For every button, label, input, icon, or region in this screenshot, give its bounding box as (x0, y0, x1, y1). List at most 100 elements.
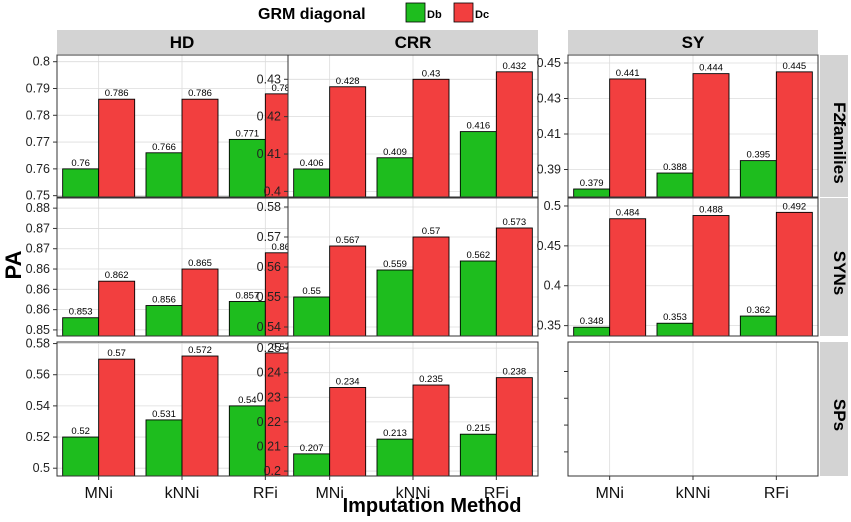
panel-crr-syns: 0.54 0.55 0.56 0.57 0.58 0.55 0.559 0.562 0.567 0… (257, 197, 539, 337)
bar-db-rfi (739, 160, 777, 198)
y-tick-label: 0.87 (26, 221, 50, 235)
bar-dc-knni (181, 98, 219, 198)
bar-db-rfi (459, 131, 497, 198)
y-tick-label: 0.41 (257, 147, 281, 161)
x-tick-label-mni: MNi (84, 485, 112, 502)
panel-hd-syns: 0.85 0.86 0.86 0.86 0.87 0.87 0.88 0.853 0.856 0.… (26, 197, 308, 337)
y-tick-label: 0.86 (26, 282, 50, 296)
data-label-dc-mni: 0.57 (107, 348, 126, 359)
y-tick-label: 0.23 (257, 390, 281, 404)
data-label-db-rfi: 0.54 (238, 395, 257, 406)
data-label-dc-mni: 0.567 (336, 235, 360, 246)
row-strip-label: families (830, 120, 849, 183)
bar-db-mni (62, 317, 100, 337)
panel-border (287, 197, 539, 337)
bar-db-mni (293, 168, 331, 198)
row-strip-syns: SYNs (820, 198, 849, 336)
bar-db-knni (656, 172, 694, 198)
bar-dc-rfi (775, 211, 813, 337)
data-label-db-knni: 0.559 (383, 259, 407, 270)
data-label-db-mni: 0.348 (580, 316, 604, 327)
bar-dc-knni (412, 384, 450, 477)
data-label-dc-mni: 0.862 (105, 270, 129, 281)
panel-crr-sps: 0.2 0.21 0.22 0.23 0.24 0.25 0.207 0.213 0.215 0.… (257, 341, 539, 502)
bar-dc-mni (98, 358, 136, 477)
data-label-db-knni: 0.409 (383, 147, 407, 158)
y-tick-label: 0.41 (537, 127, 561, 141)
y-tick-label: 0.56 (257, 260, 281, 274)
x-tick-label-knni: kNNi (165, 485, 200, 502)
bar-dc-mni (609, 218, 647, 337)
x-tick-label-rfi: RFi (253, 485, 278, 502)
bar-db-mni (293, 296, 331, 337)
data-label-db-knni: 0.531 (152, 409, 176, 420)
bar-dc-mni (98, 280, 136, 337)
column-strip-crr: CRR (288, 30, 538, 54)
bar-dc-rfi (495, 227, 533, 337)
bar-dc-mni (98, 98, 136, 198)
bar-db-mni (573, 188, 611, 198)
bar-db-rfi (228, 301, 266, 337)
y-tick-label: 0.79 (26, 81, 50, 95)
bar-dc-knni (692, 215, 730, 337)
data-label-db-mni: 0.207 (300, 443, 324, 454)
legend-label-dc: Dc (475, 9, 489, 21)
y-tick-label: 0.45 (537, 239, 561, 253)
bar-dc-mni (329, 245, 367, 337)
bar-dc-knni (181, 268, 219, 337)
data-label-db-knni: 0.353 (663, 312, 687, 323)
y-tick-label: 0.75 (26, 189, 50, 203)
data-label-dc-rfi: 0.492 (782, 201, 806, 212)
data-label-dc-rfi: 0.574 (271, 342, 295, 353)
row-strip-sps: SPs (820, 342, 849, 476)
y-tick-label: 0.85 (26, 323, 50, 337)
bar-dc-mni (329, 86, 367, 198)
x-tick-label-mni: MNi (315, 485, 343, 502)
y-tick-label: 0.78 (26, 108, 50, 122)
bar-db-mni (293, 453, 331, 477)
panel-border (287, 54, 539, 198)
y-tick-label: 0.57 (257, 230, 281, 244)
y-axis-title: PA (1, 250, 26, 279)
data-label-dc-rfi: 0.788 (271, 83, 295, 94)
y-tick-label: 0.25 (257, 341, 281, 355)
x-tick-label-knni: kNNi (676, 485, 711, 502)
data-label-dc-knni: 0.444 (699, 63, 723, 74)
data-label-dc-knni: 0.235 (419, 374, 443, 385)
bar-dc-knni (412, 78, 450, 198)
column-strip-label: SY (682, 33, 705, 52)
y-tick-label: 0.76 (26, 162, 50, 176)
panel-border (567, 54, 819, 198)
y-tick-label: 0.21 (257, 439, 281, 453)
bar-dc-knni (412, 236, 450, 337)
legend-swatch-db (405, 2, 426, 23)
data-label-dc-knni: 0.786 (188, 88, 212, 99)
data-label-dc-rfi: 0.238 (502, 367, 526, 378)
y-tick-label: 0.54 (26, 399, 50, 413)
data-label-db-knni: 0.766 (152, 142, 176, 153)
column-strip-bg (568, 30, 818, 54)
y-tick-label: 0.88 (26, 201, 50, 215)
row-strip-bg (820, 55, 848, 197)
data-label-dc-rfi: 0.869 (271, 242, 295, 253)
bar-db-knni (376, 438, 414, 477)
data-label-db-mni: 0.55 (302, 286, 321, 297)
bar-db-knni (145, 152, 183, 198)
y-tick-label: 0.54 (257, 320, 281, 334)
data-label-db-mni: 0.76 (71, 158, 90, 169)
bar-db-rfi (459, 260, 497, 337)
bar-dc-rfi (495, 71, 533, 198)
y-tick-label: 0.4 (544, 279, 561, 293)
data-label-dc-knni: 0.488 (699, 205, 723, 216)
bar-db-rfi (739, 315, 777, 337)
bar-db-knni (145, 305, 183, 337)
y-tick-label: 0.56 (26, 368, 50, 382)
bar-dc-knni (181, 355, 219, 477)
data-label-dc-rfi: 0.573 (502, 217, 526, 228)
data-label-db-rfi: 0.395 (746, 150, 770, 161)
data-label-dc-mni: 0.441 (616, 68, 640, 79)
column-strip-label: CRR (395, 33, 432, 52)
bar-dc-rfi (775, 71, 813, 198)
column-strip-hd: HD (57, 30, 307, 54)
